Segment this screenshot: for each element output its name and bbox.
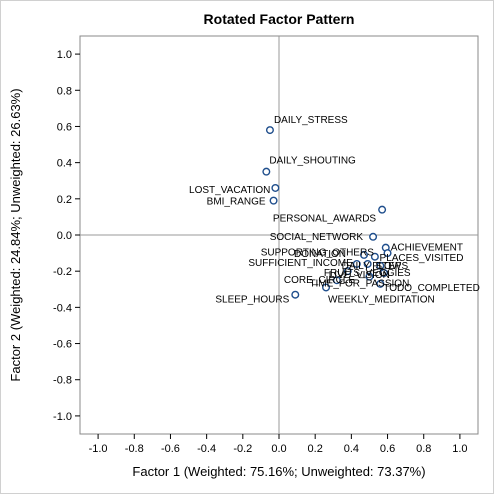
point-label: DAILY_STEPS	[342, 261, 409, 272]
x-tick-label: 1.0	[452, 443, 467, 455]
point-label: LOST_VACATION	[189, 185, 270, 196]
chart-title: Rotated Factor Pattern	[204, 11, 355, 27]
y-tick-label: -0.6	[53, 339, 72, 351]
point-label: DAILY_STRESS	[274, 115, 348, 126]
data-point	[383, 249, 392, 258]
data-point	[376, 261, 385, 270]
x-axis-label: Factor 1 (Weighted: 75.16%; Unweighted: …	[132, 464, 425, 479]
data-point	[262, 167, 271, 176]
point-label: SOCIAL_NETWORK	[270, 232, 364, 243]
point-label: BMI_RANGE	[207, 197, 266, 208]
point-label: SUPPORTING_OTHERS	[261, 248, 374, 259]
point-label: FRUITS_VEGGIES	[324, 268, 411, 279]
y-tick-label: -0.2	[53, 266, 72, 278]
data-point	[360, 250, 369, 259]
data-point	[332, 276, 341, 285]
x-tick-label: -0.8	[125, 443, 144, 455]
data-point	[343, 267, 352, 276]
x-tick-label: 0.2	[308, 443, 323, 455]
data-point	[370, 252, 379, 261]
point-label: TIME_FOR_PASSION	[309, 279, 409, 290]
point-label: ACHIEVEMENT	[391, 243, 463, 254]
data-point	[265, 126, 274, 135]
point-label: CORE_CIRCLE	[284, 275, 355, 286]
point-label: LIVE_VISION	[329, 270, 390, 281]
data-point	[363, 259, 372, 268]
data-point	[269, 196, 278, 205]
y-tick-label: 0.8	[57, 85, 72, 97]
y-tick-label: 0.0	[57, 230, 72, 242]
x-tick-label: -1.0	[89, 443, 108, 455]
y-tick-label: 1.0	[57, 49, 72, 61]
data-point	[365, 272, 374, 281]
y-axis-ticks: -1.0 -0.8 -0.6 -0.4 -0.2 0.0 0.2 0.4 0.6 0.8 1.0	[53, 49, 80, 423]
point-label: DONATION	[294, 249, 346, 260]
y-tick-label: -0.8	[53, 375, 72, 387]
y-tick-label: 0.6	[57, 121, 72, 133]
x-axis-ticks: -1.0 -0.8 -0.6 -0.4 -0.2 0.0 0.2 0.4 0.6 0.8 1.0	[89, 434, 468, 455]
x-tick-label: 0.8	[416, 443, 431, 455]
reference-lines	[80, 36, 478, 434]
data-point	[322, 283, 331, 292]
x-tick-label: 0.4	[344, 443, 359, 455]
point-label: SLEEP_HOURS	[215, 295, 289, 306]
y-tick-label: 0.4	[57, 158, 72, 170]
x-tick-label: -0.2	[233, 443, 252, 455]
data-point	[369, 232, 378, 241]
point-label: DAILY_SHOUTING	[269, 156, 356, 167]
data-point	[271, 183, 280, 192]
point-label: PERSONAL_AWARDS	[273, 214, 377, 225]
point-label: TODO_COMPLETED	[383, 283, 480, 294]
y-tick-label: -1.0	[53, 411, 72, 423]
data-point	[352, 259, 361, 268]
data-point	[379, 268, 388, 277]
point-label: PLACES_VISITED	[380, 253, 464, 264]
data-point	[378, 205, 387, 214]
data-points	[262, 126, 392, 299]
data-point	[376, 279, 385, 288]
x-tick-label: -0.6	[161, 443, 180, 455]
y-tick-label: -0.4	[53, 302, 72, 314]
point-label: WEEKLY_MEDITATION	[328, 294, 435, 305]
point-labels: DAILY_STRESS DAILY_SHOUTING LOST_VACATIONB…	[189, 115, 480, 306]
y-tick-label: 0.2	[57, 194, 72, 206]
x-tick-label: 0.0	[271, 443, 286, 455]
data-point	[291, 290, 300, 299]
x-tick-label: -0.4	[197, 443, 216, 455]
x-tick-label: 0.6	[380, 443, 395, 455]
point-label: FLOW	[372, 261, 401, 272]
y-axis-label: Factor 2 (Weighted: 24.84%; Unweighted: …	[8, 88, 23, 381]
point-label: SUFFICIENT_INCOME	[248, 258, 353, 269]
